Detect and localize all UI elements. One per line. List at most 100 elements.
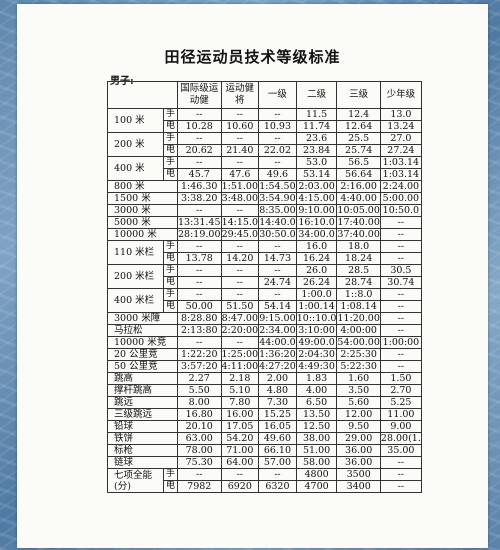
header-cell: 三级 xyxy=(336,81,381,109)
value-cell: 11.5 xyxy=(295,108,338,121)
value-cell: -- xyxy=(379,360,422,373)
value-cell: 17.05 xyxy=(220,420,260,433)
table-row: 链球 75.30 64.00 57.00 58.00 36.00 -- xyxy=(107,456,422,469)
value-cell: 14:40.0 xyxy=(258,216,297,229)
value-cell: 66.10 xyxy=(258,444,297,457)
value-cell: 63.00 xyxy=(177,432,222,445)
value-cell: 8:35.00 xyxy=(258,204,297,217)
value-cell: -- xyxy=(379,348,422,361)
event-cell: 三级跳远 xyxy=(107,408,178,421)
value-cell: 14.20 xyxy=(220,252,260,265)
value-cell: 56.5 xyxy=(336,156,381,169)
value-cell: 3:10:00 xyxy=(295,324,338,337)
value-cell: 12.00 xyxy=(336,408,381,421)
value-cell: 34:00.0 xyxy=(295,228,338,241)
value-cell: 26.0 xyxy=(295,264,338,277)
value-cell: 47.6 xyxy=(220,168,260,181)
event-label: 七项全能 xyxy=(114,469,153,481)
timing-method-cell: 手 xyxy=(163,132,178,145)
value-cell: -- xyxy=(220,204,260,217)
event-cell: 撑杆跳高 xyxy=(107,384,178,397)
value-cell: 4:00:00 xyxy=(336,324,381,337)
header-cell: 少年级 xyxy=(379,81,422,109)
value-cell: 10:05.00 xyxy=(336,204,381,217)
value-cell: 51.50 xyxy=(220,300,260,313)
value-cell: 16.05 xyxy=(258,420,297,433)
value-cell: 3:48.00 xyxy=(220,192,260,205)
value-cell: 58.00 xyxy=(295,456,338,469)
event-cell: 跳远 xyxy=(107,396,178,409)
value-cell: 11:20.00 xyxy=(336,312,381,325)
header-cell: 国际级运动健 xyxy=(177,81,222,109)
value-cell: 53.14 xyxy=(295,168,338,181)
value-cell: -- xyxy=(379,456,422,469)
value-cell: 28:19.00 xyxy=(177,228,222,241)
value-cell: 2:24.00 xyxy=(379,180,422,193)
value-cell: 3500 xyxy=(336,468,381,481)
value-cell: 5.25 xyxy=(379,396,422,409)
header-cell: 运动健将 xyxy=(220,81,260,109)
value-cell: 2:25:30 xyxy=(336,348,381,361)
table-row: 撑杆跳高 5.50 5.10 4.80 4.00 3.50 2.70 xyxy=(107,384,422,397)
value-cell: 36.00 xyxy=(336,456,381,469)
value-cell: 28.5 xyxy=(336,264,381,277)
value-cell: 1:00.0 xyxy=(295,288,338,301)
value-cell: 27.24 xyxy=(379,144,422,157)
value-cell: 6920 xyxy=(220,480,260,493)
value-cell: -- xyxy=(177,240,222,253)
event-cell: 铁饼 xyxy=(107,432,178,445)
timing-method-cell: 手 xyxy=(163,468,178,481)
table-row: 10000 米竞 -- -- 44:00.0 49:00.0 54:00.00 1:00:0… xyxy=(107,336,422,349)
value-cell: -- xyxy=(220,336,260,349)
value-cell: 2.18 xyxy=(220,372,260,385)
value-cell: -- xyxy=(177,276,222,289)
value-cell: 2:04:30 xyxy=(295,348,338,361)
value-cell: 1.83 xyxy=(295,372,338,385)
value-cell: 56.64 xyxy=(336,168,381,181)
value-cell: 29:45.0 xyxy=(220,228,260,241)
value-cell: -- xyxy=(177,108,222,121)
standards-table: 国际级运动健 运动健将 一级 二级 三级 少年级 100 米手 -- -- -- 11.… xyxy=(107,81,422,493)
value-cell: 28.74 xyxy=(336,276,381,289)
value-cell: 45.7 xyxy=(177,168,222,181)
event-cell: 400 米 xyxy=(107,156,164,181)
value-cell: 29.00 xyxy=(336,432,381,445)
timing-method-cell: 手 xyxy=(163,264,178,277)
value-cell: 5.50 xyxy=(177,384,222,397)
value-cell: -- xyxy=(220,468,260,481)
value-cell: 20.10 xyxy=(177,420,222,433)
event-cell: 200 米栏 xyxy=(107,264,164,289)
table-row: 电 -- -- 24.74 26.24 28.74 30.74 xyxy=(108,276,422,289)
value-cell: 10::10.0 xyxy=(295,312,338,325)
value-cell: 4:49:30 xyxy=(295,360,338,373)
table-row: 200 米栏手 -- -- -- 26.0 28.5 30.5 xyxy=(107,264,422,289)
value-cell: 4800 xyxy=(295,468,338,481)
event-cell: 跳高 xyxy=(107,372,178,385)
value-cell: 30.74 xyxy=(379,276,422,289)
table-row: 3000 米障 8:28.80 8:47.00 9:15.00 10::10.0 11:2… xyxy=(107,312,422,325)
timing-method-cell: 电 xyxy=(163,252,178,265)
value-cell: 5.10 xyxy=(220,384,260,397)
value-cell: -- xyxy=(177,468,222,481)
value-cell: -- xyxy=(379,324,422,337)
timing-method-cell: 电 xyxy=(163,276,178,289)
event-cell: 标枪 xyxy=(107,444,178,457)
table-row: 七项全能 (分) 手 -- -- -- 4800 3500 -- xyxy=(107,468,422,493)
value-cell: 10.93 xyxy=(258,120,297,133)
table-row: 铁饼 63.00 54.20 49.60 38.00 29.00 28.00(1. xyxy=(107,432,422,445)
value-cell: 2.27 xyxy=(177,372,222,385)
value-cell: 30:50.0 xyxy=(258,228,297,241)
value-cell: 4.80 xyxy=(258,384,297,397)
table-row: 200 米手 -- -- -- 23.6 25.5 27.0 xyxy=(107,132,422,157)
table-row: 3000 米 -- -- 8:35.00 9:10.00 10:05.00 10:50.0 xyxy=(107,204,422,217)
value-cell: -- xyxy=(258,108,297,121)
event-cell: 10000 米竞 xyxy=(107,336,178,349)
value-cell: 38.00 xyxy=(295,432,338,445)
value-cell: 16.24 xyxy=(295,252,338,265)
table-row: 电 10.28 10.60 10.93 11.74 12.64 13.24 xyxy=(108,120,422,133)
value-cell: 5.60 xyxy=(336,396,381,409)
table-row: 铅球 20.10 17.05 16.05 12.50 9.50 9.00 xyxy=(107,420,422,433)
document-page: 田径运动员技术等级标准 男子: 国际级运动健 运动健将 一级 二级 三级 少年级… xyxy=(17,4,488,548)
value-cell: 8.00 xyxy=(177,396,222,409)
timing-method-cell: 手 xyxy=(163,156,178,169)
